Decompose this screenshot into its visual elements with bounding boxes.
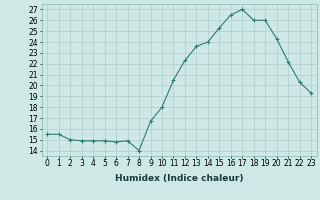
X-axis label: Humidex (Indice chaleur): Humidex (Indice chaleur) <box>115 174 244 183</box>
